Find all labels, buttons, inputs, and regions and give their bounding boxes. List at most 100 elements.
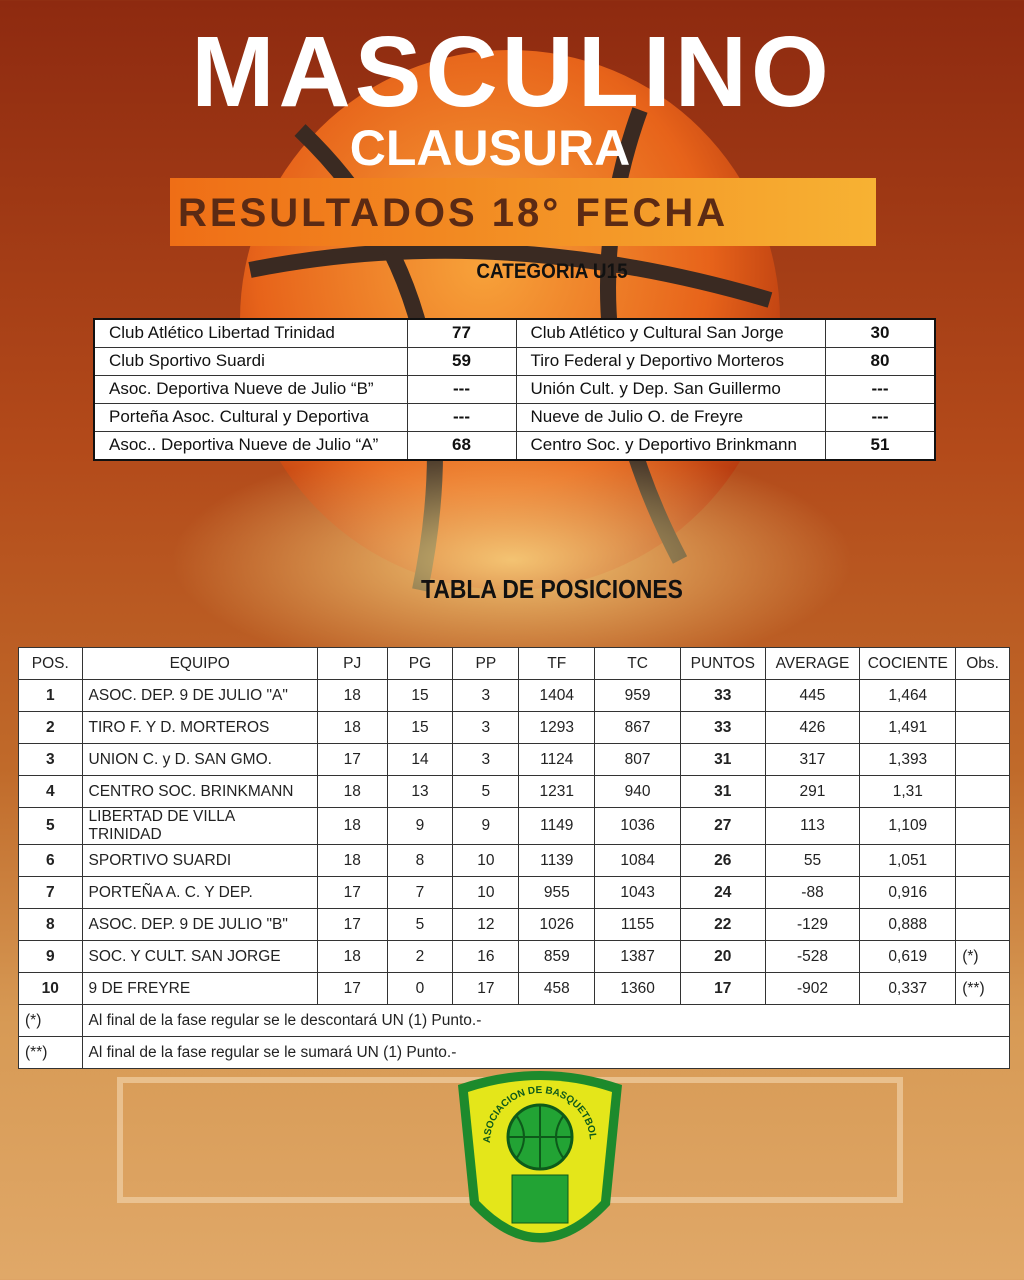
- standing-cell: 18: [316, 844, 388, 877]
- standing-cell: 1231: [518, 775, 596, 808]
- standing-cell: 10: [452, 876, 520, 909]
- header-row: POS. EQUIPO PJ PG PP TF TC PUNTOS AVERAGE COCIENT…: [18, 647, 1010, 680]
- standing-cell: 867: [594, 711, 681, 744]
- away-team: Club Atlético y Cultural San Jorge: [515, 318, 826, 348]
- standing-cell: 1124: [518, 743, 596, 776]
- home-score: 59: [406, 347, 517, 376]
- home-team: Asoc.. Deportiva Nueve de Julio “A”: [93, 431, 408, 461]
- standing-cell: 20: [679, 940, 766, 973]
- standing-cell: 18: [316, 940, 388, 973]
- standing-cell: ASOC. DEP. 9 DE JULIO "A": [81, 679, 318, 712]
- standing-cell: 17: [316, 908, 388, 941]
- obs-cell: [955, 775, 1010, 808]
- result-row: Club Sportivo Suardi 59 Tiro Federal y Dep…: [93, 347, 936, 376]
- standing-row: 5 LIBERTAD DE VILLA TRINIDAD 18 9 9 1149 1036 2…: [18, 807, 1010, 845]
- home-team: Porteña Asoc. Cultural y Deportiva: [93, 403, 408, 432]
- footnote-mark: (*): [18, 1004, 83, 1037]
- column-header: Obs.: [955, 647, 1010, 680]
- standing-cell: 458: [518, 972, 596, 1005]
- standing-cell: 2: [386, 940, 454, 973]
- result-row: Porteña Asoc. Cultural y Deportiva --- Nue…: [93, 403, 936, 432]
- obs-cell: [955, 711, 1010, 744]
- standing-cell: 0,916: [859, 876, 957, 909]
- standing-cell: 1043: [594, 876, 681, 909]
- home-score: 77: [406, 318, 517, 348]
- away-team: Nueve de Julio O. de Freyre: [515, 403, 826, 432]
- standing-cell: CENTRO SOC. BRINKMANN: [81, 775, 318, 808]
- standing-row: 8 ASOC. DEP. 9 DE JULIO "B" 17 5 12 1026 1155 2…: [18, 908, 1010, 941]
- standing-cell: 17: [316, 876, 388, 909]
- standing-cell: PORTEÑA A. C. Y DEP.: [81, 876, 318, 909]
- standing-cell: 26: [679, 844, 766, 877]
- standing-cell: SPORTIVO SUARDI: [81, 844, 318, 877]
- standing-cell: 1,051: [859, 844, 957, 877]
- standing-cell: 8: [18, 908, 83, 941]
- standing-cell: 10: [18, 972, 83, 1005]
- standing-cell: 1084: [594, 844, 681, 877]
- standing-row: 7 PORTEÑA A. C. Y DEP. 17 7 10 955 1043 24 -88 0,…: [18, 876, 1010, 909]
- standing-cell: 9: [18, 940, 83, 973]
- standing-cell: 291: [764, 775, 861, 808]
- standing-cell: 27: [679, 807, 766, 845]
- home-team: Club Atlético Libertad Trinidad: [93, 318, 408, 348]
- standing-cell: 17: [452, 972, 520, 1005]
- standing-cell: SOC. Y CULT. SAN JORGE: [81, 940, 318, 973]
- column-header: PJ: [316, 647, 388, 680]
- standing-cell: 1026: [518, 908, 596, 941]
- standing-cell: 940: [594, 775, 681, 808]
- standing-cell: 0,888: [859, 908, 957, 941]
- standing-cell: 18: [316, 679, 388, 712]
- result-row: Asoc.. Deportiva Nueve de Julio “A” 68 Cen…: [93, 431, 936, 461]
- standing-cell: 17: [316, 972, 388, 1005]
- standing-cell: 1149: [518, 807, 596, 845]
- obs-cell: (*): [955, 940, 1010, 973]
- home-score: ---: [406, 403, 517, 432]
- standing-cell: 22: [679, 908, 766, 941]
- standing-cell: 807: [594, 743, 681, 776]
- standing-cell: 7: [386, 876, 454, 909]
- obs-cell: [955, 807, 1010, 845]
- home-score: ---: [406, 375, 517, 404]
- standing-cell: ASOC. DEP. 9 DE JULIO "B": [81, 908, 318, 941]
- title: MASCULINO: [191, 16, 833, 128]
- column-header: PG: [386, 647, 454, 680]
- subtitle: CLAUSURA: [349, 120, 631, 176]
- footnote-text: Al final de la fase regular se le sumará…: [81, 1036, 1011, 1069]
- standing-cell: 1139: [518, 844, 596, 877]
- away-team: Tiro Federal y Deportivo Morteros: [515, 347, 826, 376]
- standing-cell: -528: [764, 940, 861, 973]
- standing-cell: 31: [679, 775, 766, 808]
- standing-row: 4 CENTRO SOC. BRINKMANN 18 13 5 1231 940 31 291 1…: [18, 775, 1010, 808]
- obs-cell: [955, 908, 1010, 941]
- obs-cell: [955, 743, 1010, 776]
- standing-cell: LIBERTAD DE VILLA TRINIDAD: [81, 807, 318, 845]
- home-team: Asoc. Deportiva Nueve de Julio “B”: [93, 375, 408, 404]
- standings-table: POS. EQUIPO PJ PG PP TF TC PUNTOS AVERAGE COCIENT…: [18, 647, 1011, 1069]
- footnote-row: (*) Al final de la fase regular se le des…: [18, 1004, 1011, 1037]
- standing-cell: 18: [316, 807, 388, 845]
- standing-cell: 1036: [594, 807, 681, 845]
- standing-cell: 5: [386, 908, 454, 941]
- logo: ASOCIACION DE BASQUETBOL DE MORTEROS: [450, 1065, 622, 1243]
- standing-cell: 113: [764, 807, 861, 845]
- category: CATEGORIA U15: [476, 260, 628, 283]
- standing-cell: 33: [679, 679, 766, 712]
- standing-cell: 13: [386, 775, 454, 808]
- away-score: ---: [825, 375, 936, 404]
- standing-row: 10 9 DE FREYRE 17 0 17 458 1360 17 -902 0,337 (**): [18, 972, 1010, 1005]
- standing-cell: 33: [679, 711, 766, 744]
- footnote-text: Al final de la fase regular se le descon…: [81, 1004, 1011, 1037]
- column-header: EQUIPO: [81, 647, 318, 680]
- standing-cell: 12: [452, 908, 520, 941]
- standing-cell: 5: [18, 807, 83, 845]
- standing-cell: TIRO F. Y D. MORTEROS: [81, 711, 318, 744]
- column-header: PP: [452, 647, 520, 680]
- standing-cell: 1387: [594, 940, 681, 973]
- banner: RESULTADOS 18° FECHA: [170, 178, 876, 246]
- standing-cell: 1,464: [859, 679, 957, 712]
- home-score: 68: [406, 431, 517, 461]
- standing-cell: UNION C. y D. SAN GMO.: [81, 743, 318, 776]
- standing-cell: 10: [452, 844, 520, 877]
- standing-cell: 317: [764, 743, 861, 776]
